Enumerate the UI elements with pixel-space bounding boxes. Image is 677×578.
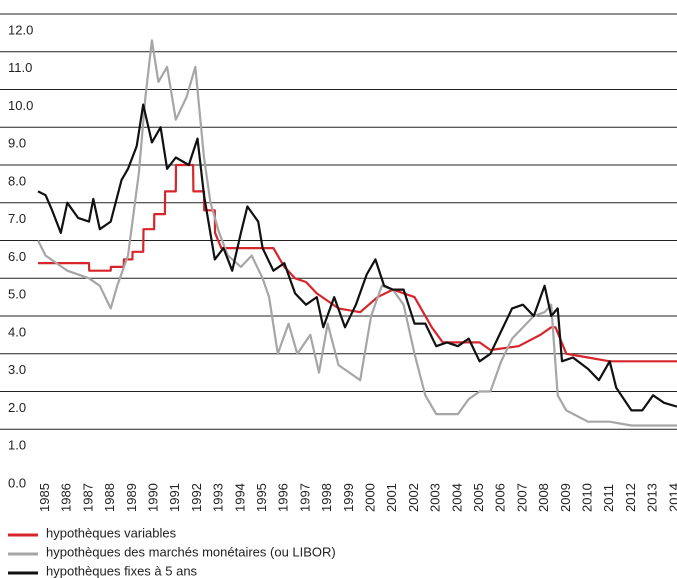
x-tick-label: 2011 — [601, 484, 616, 512]
x-tick-label: 2002 — [406, 483, 421, 512]
x-tick-label: 1994 — [232, 483, 247, 512]
legend-label: hypothèques fixes à 5 ans — [46, 563, 198, 578]
x-tick-label: 1992 — [189, 483, 204, 512]
x-tick-label: 1989 — [124, 483, 139, 512]
x-tick-label: 2001 — [384, 483, 399, 512]
y-tick-label: 7.0 — [8, 211, 26, 226]
x-tick-label: 1993 — [211, 483, 226, 512]
x-tick-label: 2003 — [428, 483, 443, 512]
x-tick-label: 2009 — [558, 483, 573, 512]
y-tick-label: 0.0 — [8, 475, 26, 490]
x-tick-label: 2005 — [471, 483, 486, 512]
x-tick-label: 2012 — [623, 483, 638, 512]
x-tick-label: 1987 — [80, 483, 95, 512]
legend-label: hypothèques des marchés monétaires (ou L… — [46, 544, 336, 559]
x-tick-label: 2006 — [493, 483, 508, 512]
y-tick-label: 11.0 — [8, 60, 32, 75]
x-tick-label: 1999 — [341, 483, 356, 512]
y-tick-label: 12.0 — [8, 22, 33, 37]
x-tick-label: 1991 — [167, 483, 182, 512]
y-tick-label: 3.0 — [8, 362, 26, 377]
y-tick-label: 10.0 — [8, 98, 33, 113]
x-tick-label: 2014 — [666, 483, 677, 512]
x-tick-label: 2004 — [449, 483, 464, 512]
x-tick-label: 1988 — [102, 483, 117, 512]
x-tick-label: 2010 — [579, 483, 594, 512]
x-tick-label: 1990 — [146, 483, 161, 512]
x-tick-label: 1995 — [254, 483, 269, 512]
x-tick-label: 2008 — [536, 483, 551, 512]
x-tick-label: 1998 — [319, 483, 334, 512]
x-tick-label: 1996 — [276, 483, 291, 512]
x-tick-label: 1986 — [59, 483, 74, 512]
series-line — [37, 39, 677, 427]
y-tick-label: 4.0 — [8, 324, 26, 339]
x-tick-label: 2000 — [362, 483, 377, 512]
y-tick-label: 2.0 — [8, 400, 26, 415]
x-tick-label: 1985 — [37, 483, 52, 512]
y-tick-label: 1.0 — [8, 438, 26, 453]
y-tick-label: 6.0 — [8, 249, 26, 264]
series-line — [37, 103, 677, 412]
y-tick-label: 8.0 — [8, 173, 26, 188]
series-line — [38, 163, 677, 363]
x-tick-label: 2007 — [514, 483, 529, 512]
y-tick-label: 5.0 — [8, 287, 26, 302]
y-tick-label: 9.0 — [8, 136, 26, 151]
x-tick-label: 2013 — [645, 483, 660, 512]
legend-label: hypothèques variables — [46, 525, 177, 540]
x-tick-label: 1997 — [297, 483, 312, 512]
